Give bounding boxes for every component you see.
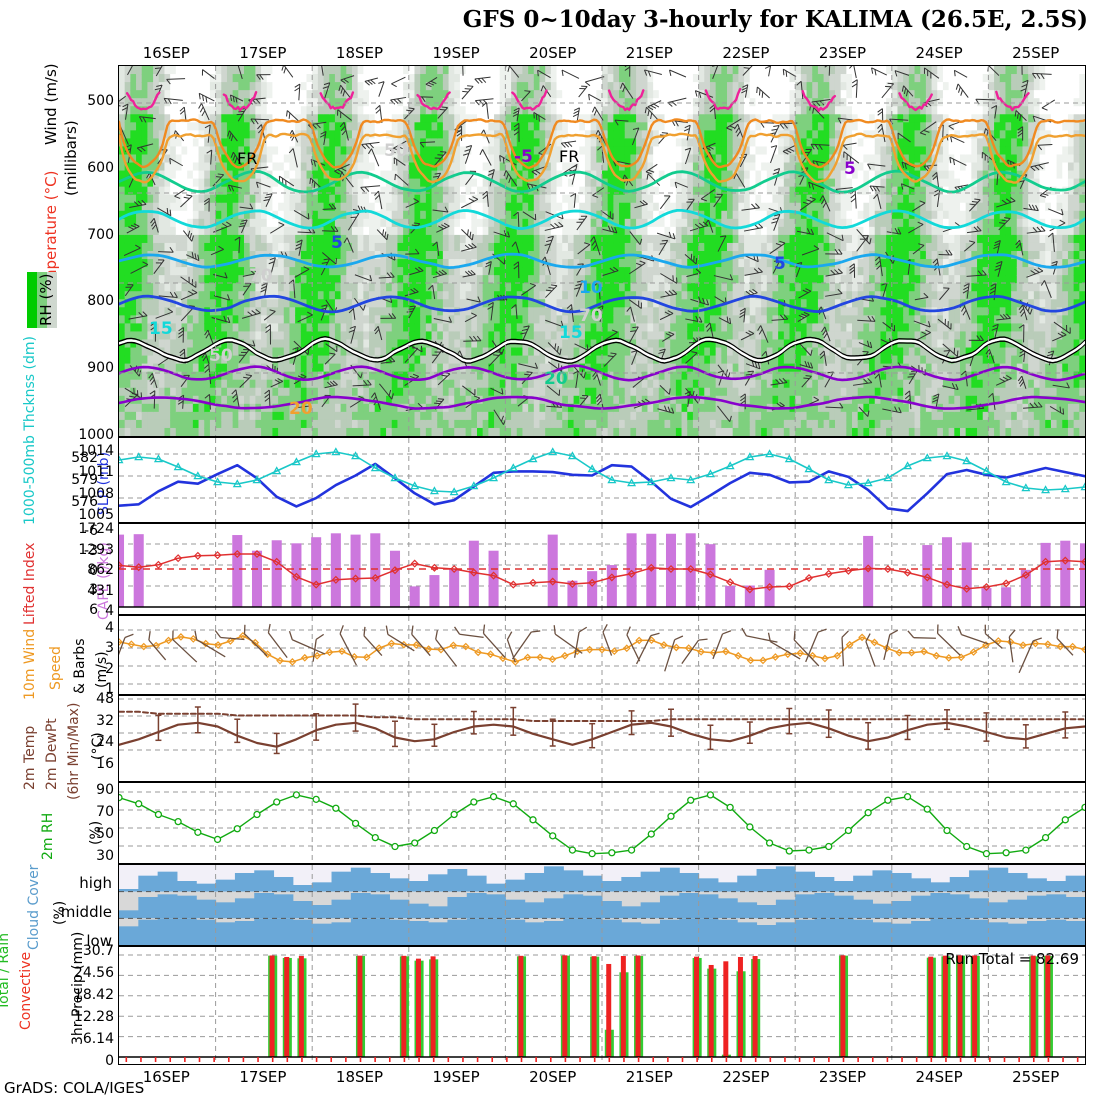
date-label: 22SEP (722, 44, 770, 62)
y-tick-label: 1008 (78, 485, 114, 502)
wind10m-panel (118, 615, 1086, 695)
cloud-row-label: middle (60, 903, 112, 921)
upper-air-pressure-label: (millibars) (62, 120, 80, 196)
y-tick-label: 90 (96, 782, 114, 798)
slp-panel (118, 437, 1086, 523)
date-label: 16SEP (142, 44, 190, 62)
y-tick-label: 0 (105, 1053, 114, 1069)
date-label: 17SEP (239, 44, 287, 62)
date-label: 24SEP (915, 1068, 963, 1086)
y-tick-label: 700 (87, 226, 114, 243)
cloud-row-label: high (79, 874, 112, 892)
wind10m-label: 10m Wind (22, 628, 38, 700)
y-tick-label: -6 (84, 523, 98, 539)
temp2m-panel (118, 695, 1086, 782)
rh2m-chart (119, 783, 1085, 863)
y-tick-label: 6.14 (82, 1031, 114, 1047)
date-label: 20SEP (529, 1068, 577, 1086)
run-total-label: Run Total = 82.69 (945, 950, 1079, 968)
y-tick-label: 32 (96, 712, 114, 729)
date-label: 25SEP (1012, 44, 1060, 62)
y-tick-label: 30 (96, 848, 114, 864)
y-tick-label: 3 (105, 640, 114, 657)
temp2m-chart (119, 696, 1085, 781)
date-label: 19SEP (432, 44, 480, 62)
y-tick-label: 1000 (78, 427, 114, 443)
date-label: 18SEP (335, 1068, 384, 1086)
y-tick-label: 0 (89, 562, 98, 579)
y-tick-label: 1005 (78, 507, 114, 523)
cloud-chart (119, 865, 1085, 945)
y-tick-label: 6 (89, 602, 98, 618)
date-label: 23SEP (818, 44, 867, 62)
y-tick-label: 900 (87, 360, 114, 377)
date-label: 22SEP (722, 1068, 770, 1086)
date-label: 23SEP (818, 1068, 867, 1086)
y-tick-label: 1 (105, 681, 114, 697)
thickness-label: 1000-500mb Thcknss (dm) (22, 336, 38, 525)
y-tick-label: 2 (105, 660, 114, 677)
precip-panel: Run Total = 82.69 (118, 946, 1086, 1065)
y-tick-label: 3 (89, 582, 98, 599)
grads-credit: GrADS: COLA/IGES (4, 1079, 145, 1097)
date-label: 16SEP (142, 1068, 190, 1086)
wind10m-chart (119, 616, 1085, 694)
y-tick-label: 1724 (78, 521, 114, 537)
date-label: 25SEP (1012, 1068, 1060, 1086)
y-tick-label: 4 (105, 603, 114, 619)
cloud-row-label: low (86, 932, 112, 950)
y-tick-label: 579 (71, 472, 98, 488)
y-tick-label: 576 (71, 494, 98, 510)
y-tick-label: 48 (96, 691, 114, 707)
dewpt2m-label: 2m DewPt (44, 718, 60, 790)
cloud-panel (118, 864, 1086, 946)
y-tick-label: 70 (96, 804, 114, 820)
upper-air-panel: -5 5 5 5 10 15 15 20 20 50 50 70 70 FR FR (118, 65, 1086, 437)
date-label: 24SEP (915, 44, 963, 62)
precip-chart (119, 947, 1085, 1064)
y-tick-label: 431 (87, 582, 114, 599)
precip-total-label: Total / Rain (0, 932, 12, 1010)
precip-convective-label: Convective (18, 951, 34, 1030)
y-tick-label: 800 (87, 293, 114, 310)
page-title: GFS 0~10day 3-hourly for KALIMA (26.5E, … (462, 6, 1088, 33)
cape-panel (118, 523, 1086, 615)
slp-chart (119, 438, 1085, 522)
upper-air-rh-label: RH (%) (37, 273, 55, 326)
date-label: 21SEP (625, 1068, 673, 1086)
y-tick-label: 12.28 (73, 1009, 114, 1025)
y-tick-label: 24 (96, 734, 114, 751)
y-tick-label: 1014 (78, 443, 114, 459)
rh2m-panel (118, 782, 1086, 864)
date-label: 21SEP (625, 44, 673, 62)
y-tick-label: -3 (84, 542, 98, 559)
date-label: 19SEP (432, 1068, 480, 1086)
lifted-index-label: Lifted Index (22, 542, 38, 625)
y-tick-label: 30.7 (82, 943, 114, 959)
y-tick-label: 4 (105, 620, 114, 636)
y-tick-label: 862 (87, 562, 114, 578)
rh-legend-swatch: RH (%) (27, 272, 57, 328)
y-tick-label: 600 (87, 159, 114, 176)
y-tick-label: 24.56 (73, 965, 114, 981)
slp-label: SLP (mb) (96, 451, 112, 515)
date-label: 17SEP (239, 1068, 287, 1086)
temp2m-label: 2m Temp (22, 725, 38, 790)
y-tick-label: 500 (87, 93, 114, 109)
cape-chart (119, 524, 1085, 614)
date-label: 18SEP (335, 44, 384, 62)
date-label: 20SEP (529, 44, 577, 62)
y-tick-label: 1293 (78, 541, 114, 558)
y-tick-label: 50 (96, 826, 114, 842)
y-tick-label: 18.42 (73, 987, 114, 1003)
y-tick-label: 1011 (78, 464, 114, 481)
y-tick-label: 16 (96, 756, 114, 772)
y-tick-label: 582 (71, 450, 98, 466)
